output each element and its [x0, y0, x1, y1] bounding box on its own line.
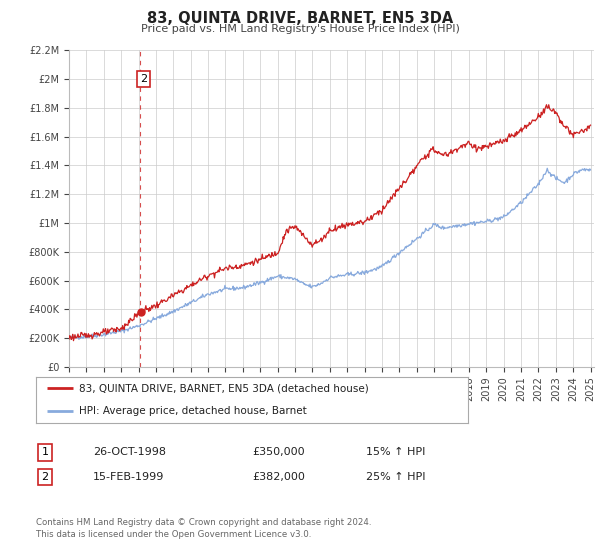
Text: 25% ↑ HPI: 25% ↑ HPI — [366, 472, 425, 482]
Text: £350,000: £350,000 — [252, 447, 305, 458]
Text: Price paid vs. HM Land Registry's House Price Index (HPI): Price paid vs. HM Land Registry's House … — [140, 24, 460, 34]
Text: 1: 1 — [41, 447, 49, 458]
Text: 26-OCT-1998: 26-OCT-1998 — [93, 447, 166, 458]
Text: 15% ↑ HPI: 15% ↑ HPI — [366, 447, 425, 458]
Text: 83, QUINTA DRIVE, BARNET, EN5 3DA: 83, QUINTA DRIVE, BARNET, EN5 3DA — [147, 11, 453, 26]
Text: 83, QUINTA DRIVE, BARNET, EN5 3DA (detached house): 83, QUINTA DRIVE, BARNET, EN5 3DA (detac… — [79, 384, 369, 393]
Text: 15-FEB-1999: 15-FEB-1999 — [93, 472, 164, 482]
Text: £382,000: £382,000 — [252, 472, 305, 482]
Text: 2: 2 — [41, 472, 49, 482]
Text: Contains HM Land Registry data © Crown copyright and database right 2024.
This d: Contains HM Land Registry data © Crown c… — [36, 518, 371, 539]
Text: HPI: Average price, detached house, Barnet: HPI: Average price, detached house, Barn… — [79, 407, 307, 416]
Text: 2: 2 — [140, 74, 148, 84]
